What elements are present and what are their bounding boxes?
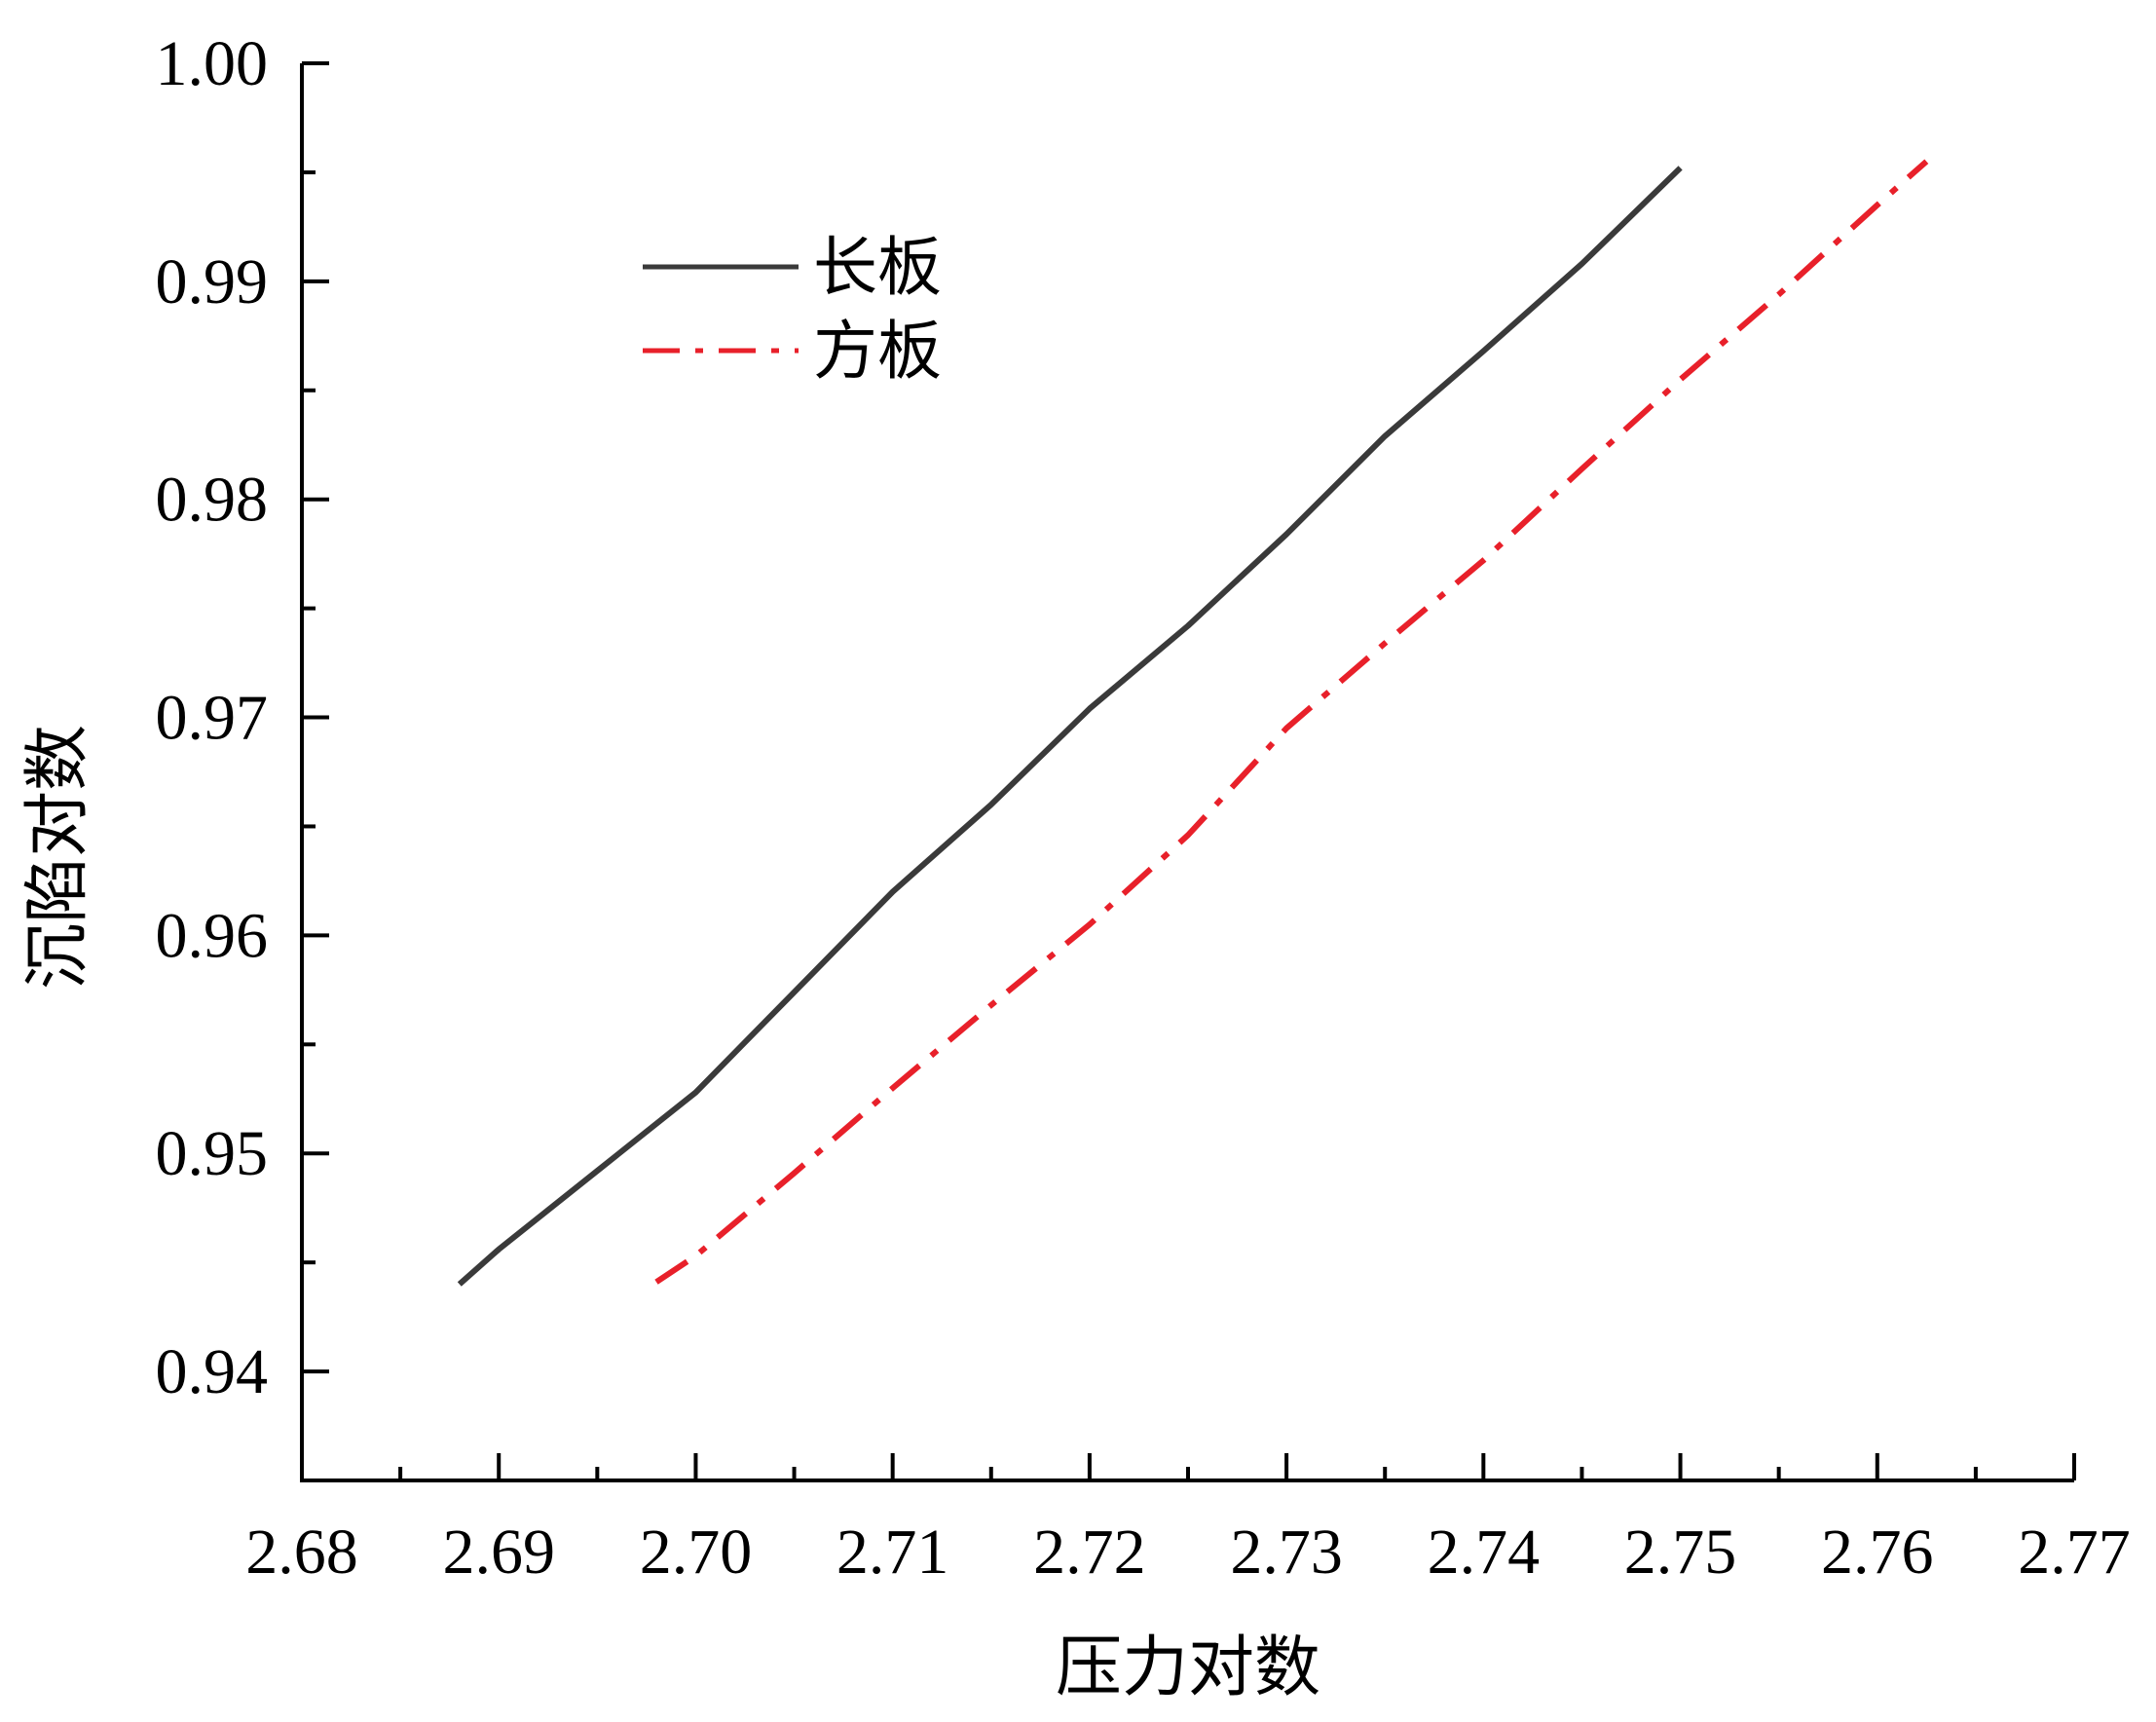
legend: 长板 方板 bbox=[643, 230, 942, 389]
y-tick-label: 0.94 bbox=[156, 1336, 269, 1407]
x-tick-label: 2.70 bbox=[640, 1516, 753, 1588]
x-tick-label: 2.68 bbox=[245, 1516, 358, 1588]
y-tick-label: 0.99 bbox=[156, 246, 269, 318]
x-tick-label: 2.77 bbox=[2018, 1516, 2131, 1588]
x-tick-label: 2.73 bbox=[1230, 1516, 1343, 1588]
y-tick-label: 0.97 bbox=[156, 683, 269, 754]
axes bbox=[300, 63, 2074, 1482]
y-axis-ticks: 0.94 0.95 0.96 0.97 0.98 0.99 1.00 bbox=[156, 28, 329, 1407]
y-axis-title: 沉陷对数 bbox=[19, 725, 96, 990]
x-axis-title: 压力对数 bbox=[1056, 1629, 1320, 1706]
y-tick-label: 0.96 bbox=[156, 900, 269, 971]
x-tick-label: 2.75 bbox=[1624, 1516, 1737, 1588]
x-axis-ticks: 2.68 2.69 2.70 2.71 2.72 2.73 2.74 2.75 2.76 2.77 bbox=[245, 1453, 2131, 1588]
y-tick-label: 0.98 bbox=[156, 465, 269, 536]
series-line-1 bbox=[654, 159, 1929, 1285]
x-tick-label: 2.74 bbox=[1428, 1516, 1541, 1588]
x-tick-label: 2.71 bbox=[836, 1516, 949, 1588]
y-tick-label: 1.00 bbox=[156, 28, 269, 99]
legend-label-long-plate: 长板 bbox=[813, 230, 942, 305]
series-line-0 bbox=[457, 166, 1683, 1287]
x-tick-label: 2.69 bbox=[442, 1516, 555, 1588]
y-tick-label: 0.95 bbox=[156, 1118, 269, 1189]
legend-label-square-plate: 方板 bbox=[813, 314, 942, 389]
series-layer bbox=[457, 159, 1929, 1287]
x-tick-label: 2.72 bbox=[1033, 1516, 1146, 1588]
x-tick-label: 2.76 bbox=[1821, 1516, 1934, 1588]
